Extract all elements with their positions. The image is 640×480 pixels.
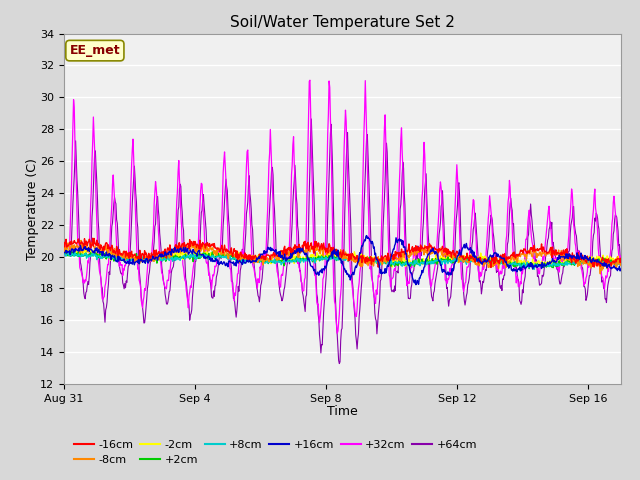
Title: Soil/Water Temperature Set 2: Soil/Water Temperature Set 2 <box>230 15 455 30</box>
X-axis label: Time: Time <box>327 405 358 418</box>
Legend: -16cm, -8cm, -2cm, +2cm, +8cm, +16cm, +32cm, +64cm: -16cm, -8cm, -2cm, +2cm, +8cm, +16cm, +3… <box>70 435 482 469</box>
Y-axis label: Temperature (C): Temperature (C) <box>26 158 38 260</box>
Text: EE_met: EE_met <box>70 44 120 57</box>
